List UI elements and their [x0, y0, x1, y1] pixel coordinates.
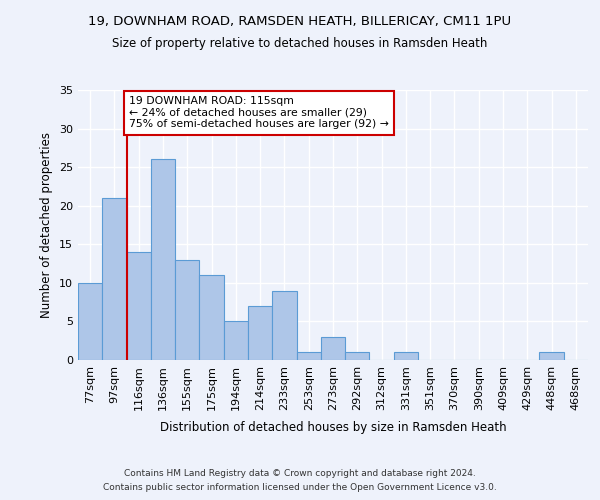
Text: Contains HM Land Registry data © Crown copyright and database right 2024.: Contains HM Land Registry data © Crown c… [124, 468, 476, 477]
Bar [102, 198, 127, 360]
Bar [127, 252, 151, 360]
Bar [539, 352, 564, 360]
Text: 19 DOWNHAM ROAD: 115sqm
← 24% of detached houses are smaller (29)
75% of semi-de: 19 DOWNHAM ROAD: 115sqm ← 24% of detache… [129, 96, 389, 130]
X-axis label: Distribution of detached houses by size in Ramsden Heath: Distribution of detached houses by size … [160, 421, 506, 434]
Text: 19, DOWNHAM ROAD, RAMSDEN HEATH, BILLERICAY, CM11 1PU: 19, DOWNHAM ROAD, RAMSDEN HEATH, BILLERI… [88, 15, 512, 28]
Bar [272, 290, 296, 360]
Bar [248, 306, 272, 360]
Bar [296, 352, 321, 360]
Bar [345, 352, 370, 360]
Bar [394, 352, 418, 360]
Bar [175, 260, 199, 360]
Y-axis label: Number of detached properties: Number of detached properties [40, 132, 53, 318]
Bar [224, 322, 248, 360]
Text: Contains public sector information licensed under the Open Government Licence v3: Contains public sector information licen… [103, 484, 497, 492]
Bar [151, 160, 175, 360]
Bar [78, 283, 102, 360]
Bar [199, 275, 224, 360]
Text: Size of property relative to detached houses in Ramsden Heath: Size of property relative to detached ho… [112, 38, 488, 51]
Bar [321, 337, 345, 360]
